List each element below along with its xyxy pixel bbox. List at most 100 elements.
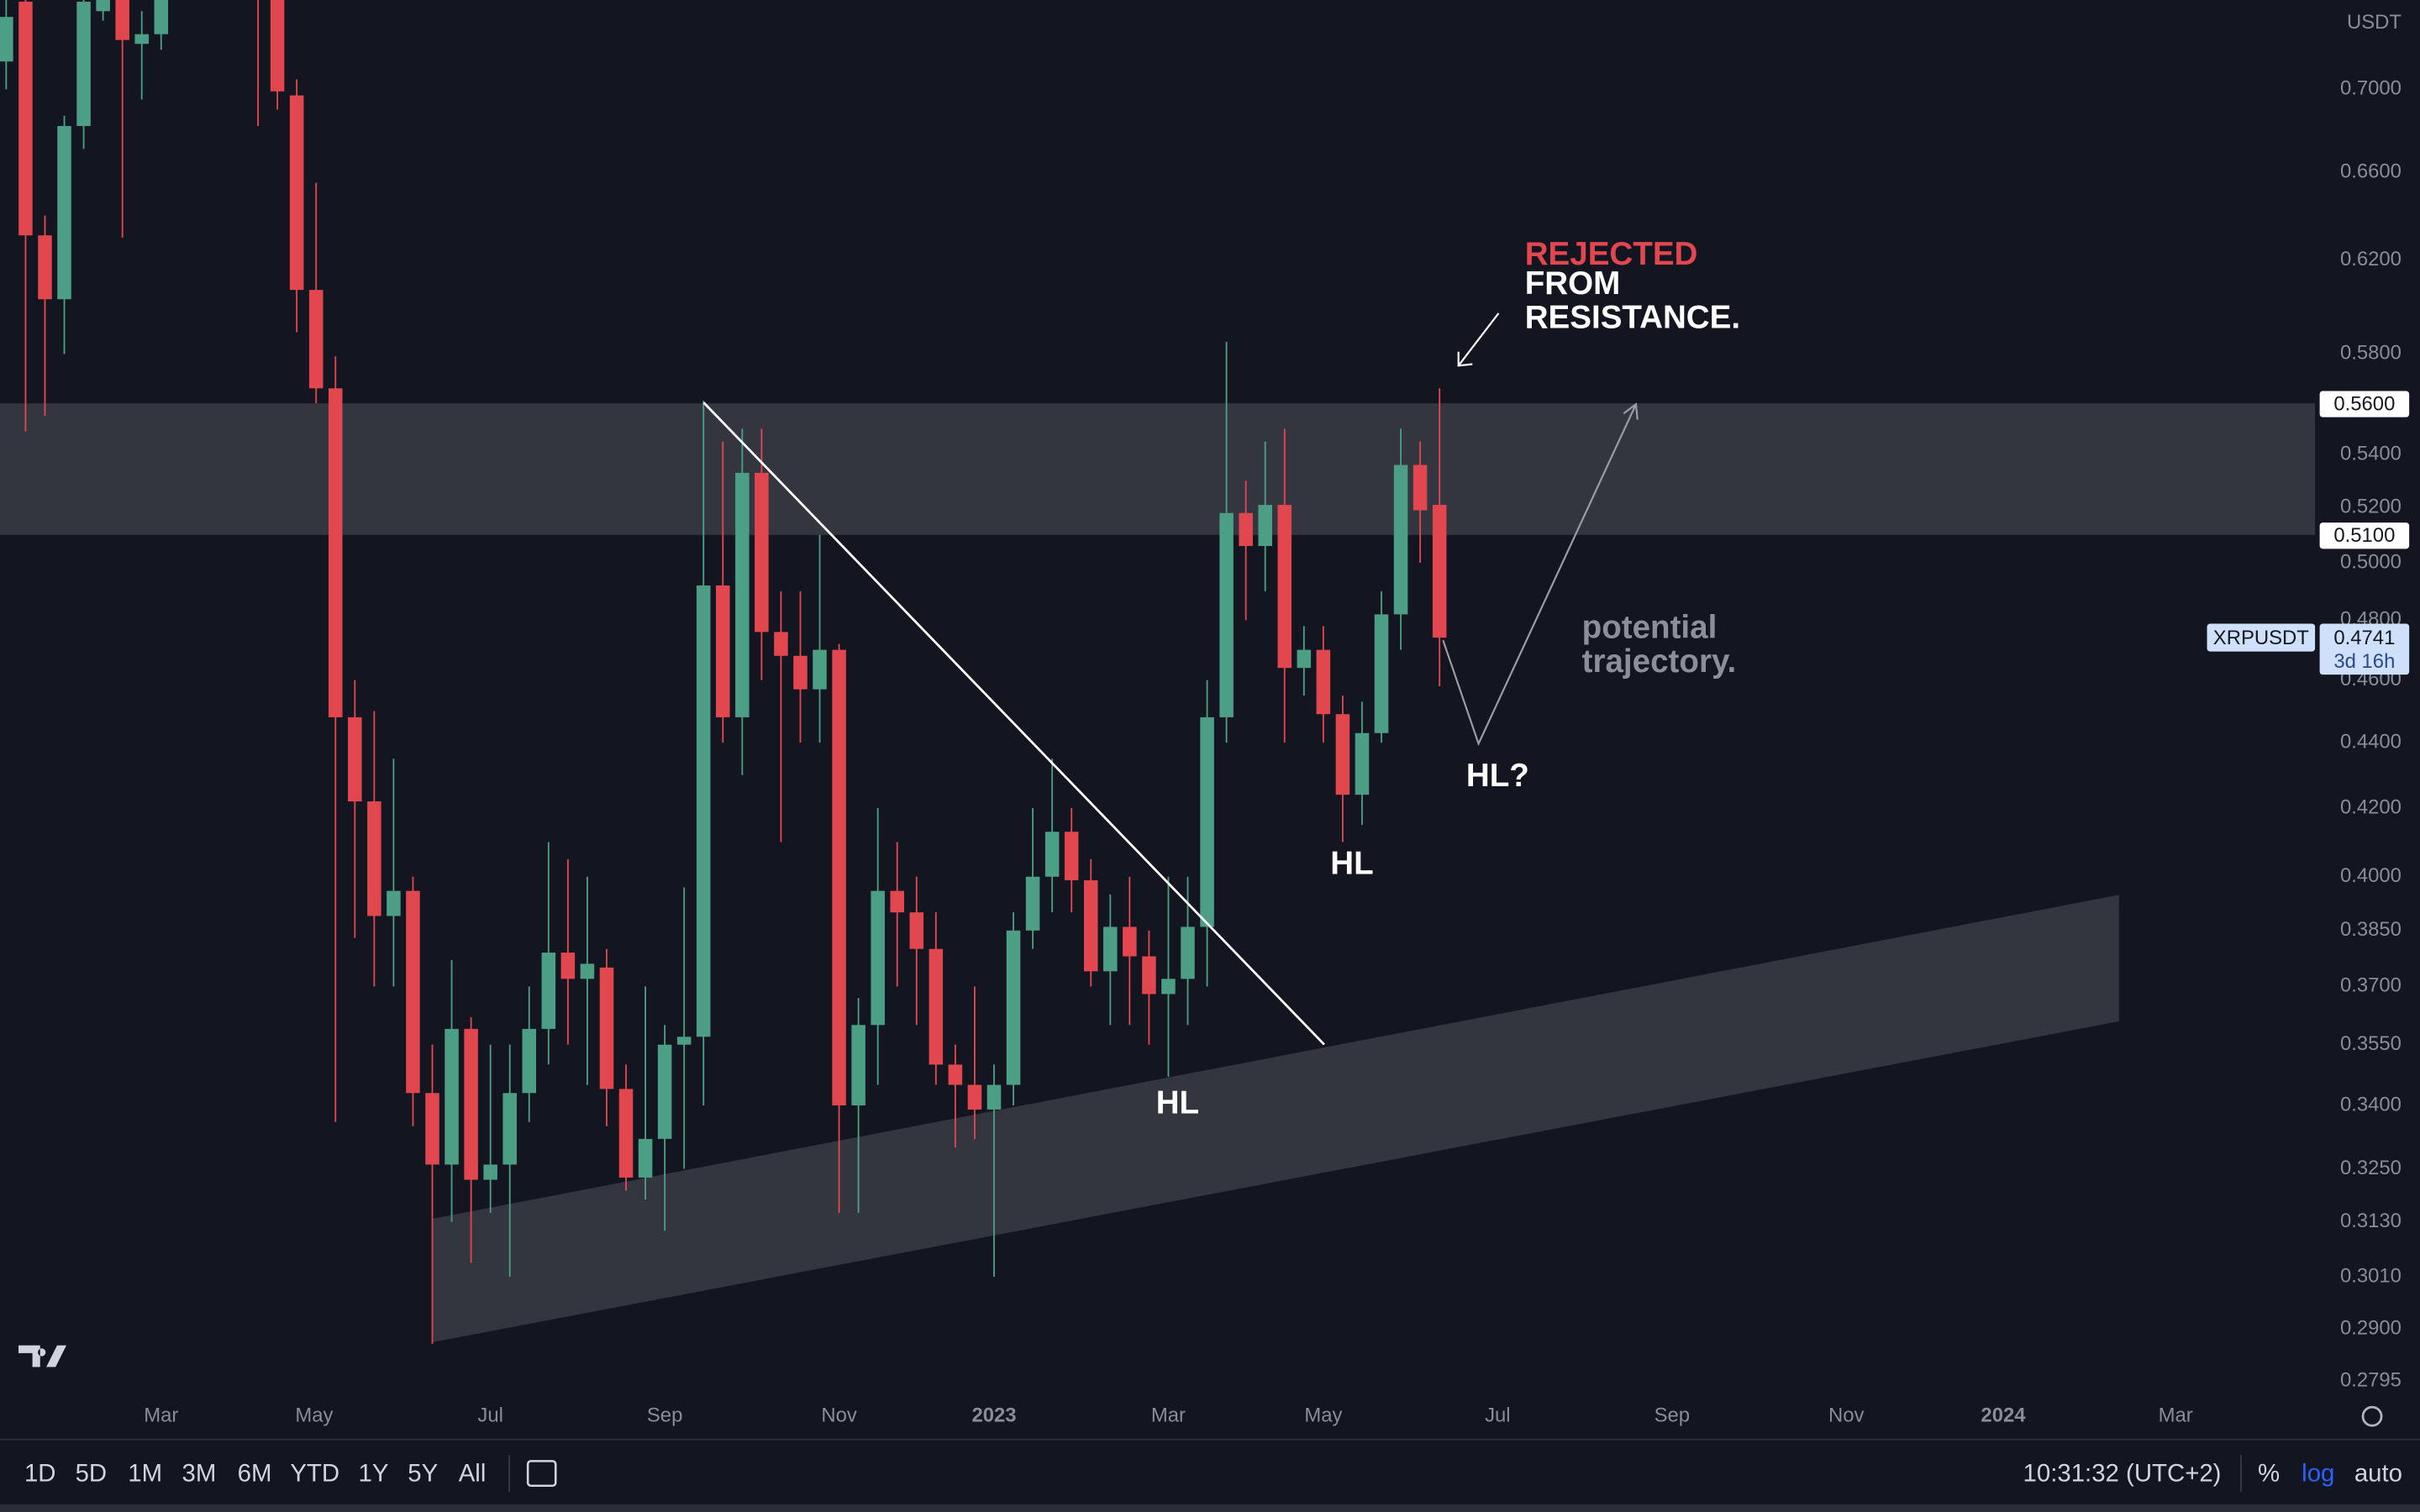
scale-option[interactable]: auto (2354, 1460, 2402, 1488)
y-tick-label: 0.4000 (2340, 864, 2402, 887)
candle-body (1142, 956, 1156, 995)
candle-body (57, 126, 71, 300)
candle-body (1413, 465, 1428, 511)
y-tick-label: 0.6600 (2340, 160, 2402, 182)
settings-icon[interactable] (2361, 1405, 2383, 1427)
candle-body (774, 632, 788, 656)
candle-body (1025, 876, 1040, 931)
clock: 10:31:32 (UTC+2) (2023, 1460, 2222, 1488)
candle-body (832, 649, 846, 1105)
y-tick-label: 0.7000 (2340, 77, 2402, 100)
level-label: 0.5600 (2333, 392, 2395, 415)
range-button[interactable]: 1D (24, 1460, 56, 1488)
x-tick-label: Nov (1828, 1404, 1865, 1426)
candle-body (909, 912, 924, 949)
logo (18, 1345, 66, 1368)
y-tick-label: 0.2900 (2340, 1317, 2402, 1340)
x-tick-label: May (1304, 1404, 1342, 1426)
candle-body (483, 1164, 497, 1180)
candle-body (270, 0, 285, 92)
candle-body (1200, 717, 1214, 927)
range-button[interactable]: YTD (290, 1460, 339, 1488)
candle-body (1123, 927, 1137, 957)
candle-body (1103, 927, 1118, 972)
candle-body (348, 717, 362, 802)
candle-body (1355, 732, 1370, 795)
support-channel (432, 895, 2119, 1342)
countdown-label: 3d 16h (2333, 650, 2395, 673)
range-button[interactable]: 6M (238, 1460, 272, 1488)
candle-body (541, 953, 556, 1029)
candle-body (599, 967, 614, 1089)
candle-body (676, 1037, 692, 1045)
y-tick-label: 0.4400 (2340, 730, 2402, 753)
candle-body (154, 0, 169, 34)
y-tick-label: 0.3850 (2340, 918, 2402, 941)
annotation: trajectory. (1582, 643, 1737, 680)
last-price-box (2319, 623, 2410, 675)
range-button[interactable]: 5Y (408, 1460, 438, 1488)
candle-body (1374, 614, 1389, 733)
candle-body (1258, 505, 1272, 546)
candle-body (638, 1138, 653, 1178)
range-button[interactable]: All (459, 1460, 487, 1488)
trajectory-arrow (1442, 403, 1637, 747)
annotation: FROM (1525, 265, 1621, 302)
annotation: HL? (1466, 758, 1529, 794)
level-box (2319, 391, 2410, 417)
scale-option[interactable]: % (2258, 1460, 2280, 1488)
arrow-head (1457, 351, 1473, 367)
candle-body (308, 290, 324, 389)
calendar-icon[interactable] (526, 1460, 557, 1488)
y-tick-label: 0.3250 (2340, 1157, 2402, 1179)
range-button[interactable]: 3M (182, 1460, 217, 1488)
y-tick-label: 0.5400 (2340, 442, 2402, 465)
candle-body (1006, 930, 1021, 1085)
candle-body (1083, 879, 1098, 972)
level-box (2319, 522, 2410, 549)
candle-body (580, 963, 595, 979)
candle-body (793, 655, 808, 690)
candle-body (1316, 649, 1331, 715)
y-tick-label: 0.6200 (2340, 248, 2402, 270)
x-tick-label: 2023 (971, 1404, 1016, 1426)
scale-option[interactable]: log (2302, 1460, 2334, 1488)
y-tick-label: 0.3550 (2340, 1032, 2402, 1055)
resistance-zone-layer (0, 403, 2316, 535)
y-tick-label: 0.2795 (2340, 1368, 2402, 1391)
y-tick-label: 0.3700 (2340, 974, 2402, 997)
candle-body (1297, 649, 1312, 669)
y-tick-label: 0.5800 (2340, 342, 2402, 365)
candle-body (929, 948, 944, 1065)
x-tick-label: Jul (1485, 1404, 1511, 1426)
candle-body (0, 17, 13, 62)
candle-body (1181, 927, 1195, 979)
candle-body (618, 1089, 634, 1178)
trendline (702, 402, 1325, 1046)
level-label: 0.5100 (2333, 524, 2395, 547)
candle-body (96, 0, 110, 12)
y-tick-label: 0.3130 (2340, 1210, 2402, 1232)
range-button[interactable]: 5D (76, 1460, 108, 1488)
candle-body (425, 1093, 439, 1165)
candle-body (716, 585, 730, 717)
x-tick-label: Mar (2159, 1404, 2193, 1426)
candle-body (522, 1028, 537, 1094)
candle-body (890, 890, 905, 913)
range-button[interactable]: 1M (128, 1460, 162, 1488)
annotation: REJECTED (1525, 236, 1698, 272)
range-button[interactable]: 1Y (359, 1460, 389, 1488)
x-tick-label: 2024 (1981, 1404, 2026, 1426)
candle-body (1219, 512, 1234, 717)
symbol-box (2207, 623, 2316, 652)
annotation: HL (1156, 1084, 1199, 1121)
annotation: potential (1582, 610, 1718, 646)
currency-label[interactable]: USDT (2347, 11, 2402, 34)
candle-body (560, 953, 576, 979)
candle-body (445, 1028, 459, 1165)
candle-body (813, 649, 827, 690)
candle-body (464, 1028, 478, 1180)
candle-body (1335, 714, 1350, 795)
annotation: RESISTANCE. (1525, 299, 1740, 335)
x-tick-label: Jul (477, 1404, 503, 1426)
